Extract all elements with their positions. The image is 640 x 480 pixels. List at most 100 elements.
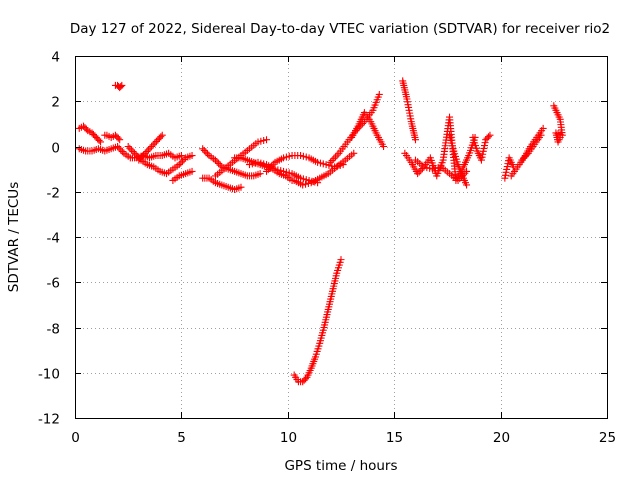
data-point bbox=[504, 160, 512, 168]
data-point bbox=[480, 142, 488, 150]
y-axis-label: SDTVAR / TECUs bbox=[6, 182, 22, 292]
y-tick-label: -2 bbox=[47, 186, 60, 202]
chart-title: Day 127 of 2022, Sidereal Day-to-day VTE… bbox=[70, 21, 610, 37]
y-tick-label: -12 bbox=[38, 412, 60, 428]
data-point bbox=[237, 183, 245, 191]
series-arc-6-8.5 bbox=[199, 145, 264, 180]
data-point bbox=[213, 158, 221, 166]
series-early-lower bbox=[75, 143, 185, 162]
data-point bbox=[95, 136, 103, 144]
series-cluster-18.5-19.5 bbox=[469, 131, 494, 164]
y-tick-label: -6 bbox=[47, 276, 60, 292]
data-point bbox=[138, 153, 146, 161]
data-point bbox=[149, 141, 157, 149]
data-point bbox=[118, 81, 126, 89]
x-tick-label: 0 bbox=[71, 430, 80, 446]
data-point bbox=[417, 166, 425, 174]
series-late-22.5 bbox=[550, 102, 566, 146]
series-drop-15.5 bbox=[399, 77, 419, 144]
y-tick-label: -8 bbox=[47, 322, 60, 338]
data-point bbox=[503, 165, 511, 173]
data-point bbox=[117, 83, 125, 91]
data-point bbox=[331, 153, 339, 161]
series-arc-6-7.5-low bbox=[199, 174, 245, 193]
x-tick-label: 20 bbox=[493, 430, 510, 446]
data-point bbox=[199, 145, 207, 153]
data-point bbox=[302, 375, 310, 383]
data-point bbox=[519, 154, 527, 162]
data-point bbox=[411, 136, 419, 144]
data-point bbox=[177, 152, 185, 160]
data-point bbox=[144, 146, 152, 154]
data-point bbox=[479, 147, 487, 155]
data-point bbox=[82, 125, 90, 133]
series-isolated-2h bbox=[111, 81, 126, 92]
data-point bbox=[188, 167, 196, 175]
data-point bbox=[124, 143, 132, 150]
x-tick-label: 25 bbox=[599, 430, 616, 446]
data-point bbox=[146, 144, 154, 152]
x-tick-label: 5 bbox=[177, 430, 186, 446]
data-point bbox=[177, 159, 185, 167]
data-point bbox=[129, 148, 137, 156]
data-point bbox=[333, 151, 341, 159]
data-point bbox=[503, 163, 511, 171]
data-point bbox=[414, 170, 422, 178]
data-point bbox=[126, 144, 134, 152]
data-point bbox=[478, 153, 486, 161]
data-point bbox=[337, 256, 345, 264]
series-sparse-20 bbox=[501, 154, 517, 182]
data-point bbox=[132, 151, 140, 159]
data-point bbox=[178, 157, 186, 165]
data-point bbox=[501, 171, 509, 179]
data-point bbox=[216, 161, 224, 169]
data-point bbox=[463, 181, 471, 189]
data-point bbox=[481, 139, 489, 147]
y-tick-label: 4 bbox=[51, 50, 60, 66]
data-point bbox=[203, 150, 211, 158]
x-tick-label: 10 bbox=[280, 430, 297, 446]
data-point bbox=[215, 159, 223, 167]
data-point bbox=[188, 152, 196, 160]
data-point bbox=[117, 146, 125, 154]
y-tick-label: -10 bbox=[38, 367, 60, 383]
series-arc-8-11 bbox=[245, 158, 322, 187]
series-arc-21-22 bbox=[518, 131, 545, 164]
data-point bbox=[523, 151, 531, 159]
data-point bbox=[350, 149, 358, 157]
data-point bbox=[256, 170, 264, 178]
data-point bbox=[486, 131, 494, 139]
series-arc-10-13 bbox=[290, 149, 358, 189]
data-point bbox=[477, 156, 485, 164]
data-point bbox=[501, 174, 509, 182]
data-point bbox=[202, 148, 210, 156]
data-point bbox=[479, 150, 487, 158]
x-axis-label: GPS time / hours bbox=[284, 458, 397, 474]
data-point bbox=[135, 156, 143, 164]
data-point bbox=[480, 144, 488, 152]
series-arc-4.5-6 bbox=[169, 167, 196, 184]
series-arc-2.5-5.5 bbox=[124, 143, 196, 178]
data-point bbox=[380, 143, 388, 150]
data-point bbox=[375, 90, 383, 98]
series-arc-13-15 bbox=[348, 109, 388, 150]
data-point bbox=[328, 157, 336, 165]
data-point bbox=[537, 131, 545, 139]
data-point bbox=[521, 153, 529, 161]
data-point bbox=[211, 156, 219, 164]
x-tick-label: 15 bbox=[386, 430, 403, 446]
y-tick-label: 0 bbox=[51, 141, 60, 157]
data-point bbox=[114, 143, 122, 150]
data-point bbox=[180, 156, 188, 164]
data-point bbox=[143, 148, 151, 156]
data-point bbox=[485, 133, 493, 141]
data-point bbox=[118, 148, 126, 156]
data-point bbox=[200, 146, 208, 154]
data-point bbox=[157, 133, 165, 141]
series-arc-1.5-3 bbox=[101, 131, 124, 144]
y-tick-label: -4 bbox=[47, 231, 60, 247]
data-point bbox=[556, 133, 564, 141]
data-point bbox=[158, 131, 166, 139]
data-point bbox=[330, 155, 338, 163]
